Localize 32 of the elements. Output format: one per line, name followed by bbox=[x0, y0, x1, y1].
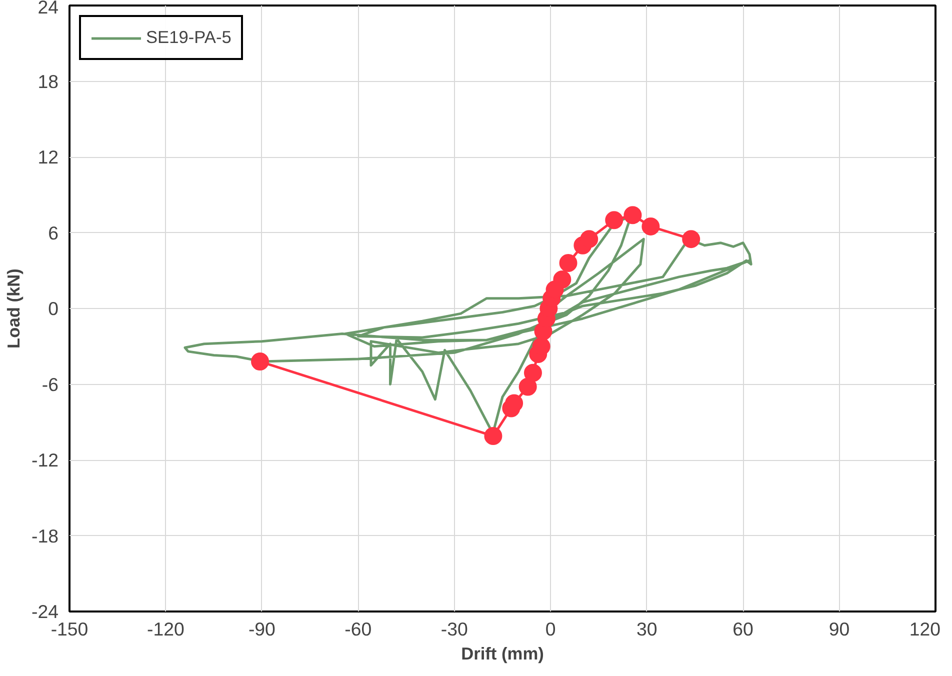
point bbox=[605, 211, 624, 230]
y-tick-label: -6 bbox=[42, 374, 59, 395]
point bbox=[580, 230, 598, 248]
point bbox=[559, 254, 578, 272]
x-tick-label: -120 bbox=[147, 618, 184, 640]
y-axis-title: Load (kN) bbox=[4, 268, 24, 348]
x-tick-label: 0 bbox=[545, 618, 556, 640]
legend-label: SE19-PA-5 bbox=[146, 27, 232, 48]
y-tick-label: 6 bbox=[48, 222, 59, 244]
y-tick-label: 12 bbox=[38, 146, 59, 168]
point bbox=[553, 270, 572, 288]
point bbox=[484, 427, 502, 445]
point bbox=[532, 337, 550, 356]
y-tick-label: 24 bbox=[38, 0, 59, 18]
x-tick-label: -30 bbox=[440, 618, 468, 640]
y-tick-label: 18 bbox=[38, 70, 59, 92]
point bbox=[642, 217, 660, 236]
x-axis-title: Drift (mm) bbox=[461, 644, 544, 664]
x-tick-label: -60 bbox=[344, 618, 372, 640]
point bbox=[624, 206, 642, 224]
x-tick-label: 120 bbox=[909, 618, 941, 640]
point bbox=[251, 352, 270, 371]
x-tick-label: 30 bbox=[636, 618, 658, 640]
point bbox=[518, 378, 537, 396]
x-tick-label: 90 bbox=[828, 618, 850, 640]
point bbox=[524, 364, 542, 382]
x-tick-label: 60 bbox=[732, 618, 754, 640]
y-tick-label: -18 bbox=[32, 525, 59, 546]
y-tick-label: -12 bbox=[32, 450, 59, 470]
x-tick-label: -90 bbox=[248, 618, 276, 640]
point bbox=[682, 230, 700, 248]
y-tick-label: 0 bbox=[48, 298, 59, 319]
